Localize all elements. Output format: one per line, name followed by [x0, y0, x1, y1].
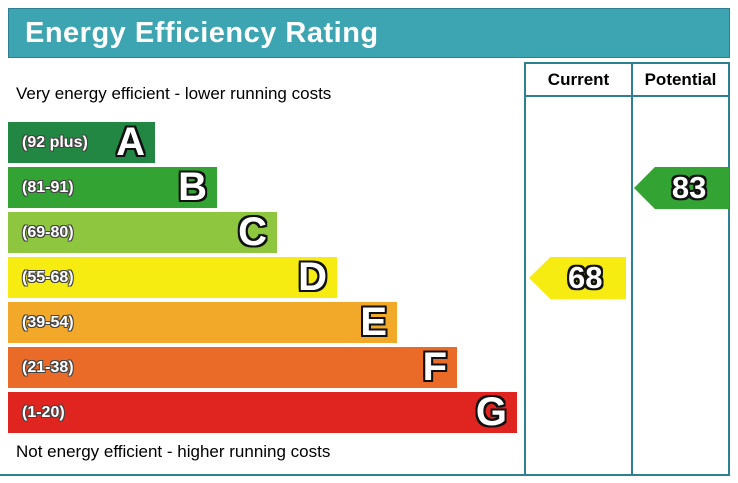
band-range-label: (69-80)	[22, 223, 74, 241]
band-range-label: (1-20)	[22, 403, 65, 421]
efficiency-note-top: Very energy efficient - lower running co…	[16, 84, 332, 103]
band-range-label: (21-38)	[22, 358, 74, 376]
band-row-a: (92 plus) A	[8, 122, 155, 163]
band-row-c: (69-80) C	[8, 212, 277, 253]
band-row-g: (1-20) G	[8, 392, 517, 433]
band-range-label: (55-68)	[22, 268, 74, 286]
chart-bottom-border	[0, 474, 730, 476]
band-range-label: (92 plus)	[22, 133, 88, 151]
band-letter: C	[238, 210, 267, 254]
band-row-d: (55-68) D	[8, 257, 337, 298]
efficiency-note-bottom: Not energy efficient - higher running co…	[16, 442, 331, 461]
page-title: Energy Efficiency Rating	[25, 16, 379, 49]
band-letter: E	[360, 300, 387, 344]
band-row-b: (81-91) B	[8, 167, 217, 208]
title-bar: Energy Efficiency Rating	[8, 8, 730, 58]
potential-rating-value: 83	[671, 170, 707, 205]
band-letter: A	[116, 120, 145, 164]
current-rating-arrow: 68	[529, 257, 626, 299]
band-row-e: (39-54) E	[8, 302, 397, 343]
band-letter: F	[422, 345, 447, 389]
band-letter: B	[178, 165, 207, 209]
current-rating-value: 68	[568, 260, 603, 295]
potential-column-header: Potential	[633, 64, 728, 97]
potential-column: Potential	[631, 62, 730, 476]
band-row-f: (21-38) F	[8, 347, 457, 388]
band-letter: D	[298, 255, 327, 299]
current-column-header: Current	[526, 64, 631, 97]
band-range-label: (39-54)	[22, 313, 74, 331]
band-range-label: (81-91)	[22, 178, 74, 196]
potential-rating-arrow: 83	[634, 167, 729, 209]
band-letter: G	[475, 390, 507, 434]
